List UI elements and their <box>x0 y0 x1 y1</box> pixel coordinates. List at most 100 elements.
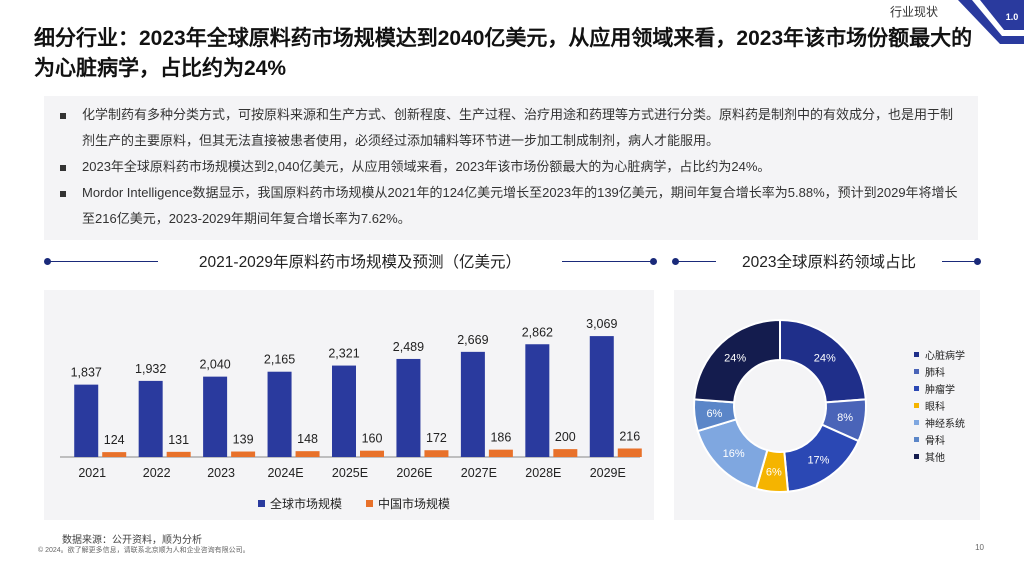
title-dot <box>974 258 981 265</box>
title-dot <box>672 258 679 265</box>
legend-label: 心脏病学 <box>925 351 965 362</box>
bullet-marker <box>60 165 66 171</box>
x-tick-label: 2025E <box>332 466 368 480</box>
legend-item: 骨科 <box>914 431 965 448</box>
legend-swatch-china <box>366 500 373 507</box>
bar-legend: 全球市场规模 中国市场规模 <box>258 496 450 511</box>
legend-swatch <box>914 420 919 425</box>
bar-china <box>424 450 449 457</box>
legend-swatch <box>914 403 919 408</box>
pie-chart-panel: 24% 8% 17% 6% 16% 6% 24% 心脏病学 肺科 肿瘤学 眼科 神经系统 骨科 其他 <box>674 290 980 520</box>
title-line <box>48 261 158 262</box>
legend-label: 神经系统 <box>925 419 965 430</box>
legend-item: 眼科 <box>914 397 965 414</box>
bullet-item: 2023年全球原料药市场规模达到2,040亿美元，从应用领域来看，2023年该市… <box>60 154 962 180</box>
bar-china <box>166 451 191 457</box>
x-tick-label: 2024E <box>267 466 303 480</box>
x-tick-label: 2021 <box>78 466 106 480</box>
title-dot <box>44 258 51 265</box>
copyright: © 2024。欲了解更多信息，请联系北京顺为人和企业咨询有限公司。 <box>38 547 250 554</box>
slice-label: 17% <box>807 455 829 467</box>
bar-global <box>203 376 228 457</box>
bar-china <box>231 451 256 457</box>
bar-global <box>267 371 292 457</box>
bar-value-label-china: 139 <box>233 433 254 447</box>
x-tick-label: 2022 <box>143 466 171 480</box>
legend-label-global: 全球市场规模 <box>270 496 342 511</box>
legend-label: 其他 <box>925 453 945 464</box>
bar-global <box>74 384 99 457</box>
legend-item: 心脏病学 <box>914 346 965 363</box>
bar-value-label-china: 124 <box>104 433 125 447</box>
bar-value-label-china: 131 <box>168 433 189 447</box>
bullet-text: Mordor Intelligence数据显示，我国原料药市场规模从2021年的… <box>82 185 958 226</box>
bullet-marker <box>60 191 66 197</box>
donut-chart: 24% 8% 17% 6% 16% 6% 24% <box>693 318 867 493</box>
legend-label: 肿瘤学 <box>925 385 955 396</box>
version-badge: 1.0 <box>1006 12 1019 22</box>
bar-global <box>138 380 163 457</box>
legend-swatch <box>914 454 919 459</box>
legend-label: 肺科 <box>925 368 945 379</box>
bar-global <box>589 336 614 457</box>
page-title: 细分行业：2023年全球原料药市场规模达到2040亿美元，从应用领域来看，202… <box>34 27 973 80</box>
slice-label: 24% <box>724 353 746 365</box>
bar-global <box>460 351 485 457</box>
bar-value-label-global: 2,040 <box>199 358 230 372</box>
legend-label: 骨科 <box>925 436 945 447</box>
legend-swatch <box>914 369 919 374</box>
slice-label: 6% <box>706 408 722 420</box>
bullet-text: 2023年全球原料药市场规模达到2,040亿美元，从应用领域来看，2023年该市… <box>82 159 771 174</box>
legend-label: 眼科 <box>925 402 945 413</box>
bar-value-label-global: 2,321 <box>328 347 359 361</box>
legend-swatch-global <box>258 500 265 507</box>
x-tick-label: 2028E <box>525 466 561 480</box>
bar-global <box>332 365 356 457</box>
bar-value-label-global: 2,862 <box>522 325 553 339</box>
donut-slice <box>693 318 781 404</box>
bar-value-label-china: 172 <box>426 431 447 445</box>
bar-chart-title: 2021-2029年原料药市场规模及预测（亿美元） <box>198 254 522 271</box>
x-tick-label: 2029E <box>590 466 626 480</box>
bar-value-label-china: 160 <box>362 432 383 446</box>
legend-swatch <box>914 352 919 357</box>
page-number: 10 <box>975 543 984 552</box>
bullet-marker <box>60 113 66 119</box>
bar-global <box>525 344 550 457</box>
x-tick-label: 2026E <box>396 466 432 480</box>
legend-item: 肿瘤学 <box>914 380 965 397</box>
bullet-item: Mordor Intelligence数据显示，我国原料药市场规模从2021年的… <box>60 180 962 232</box>
legend-item: 肺科 <box>914 363 965 380</box>
bar-value-label-global: 2,669 <box>457 333 488 347</box>
bullet-item: 化学制药有多种分类方式，可按原料来源和生产方式、创新程度、生产过程、治疗用途和药… <box>60 102 962 154</box>
slice-label: 16% <box>723 448 745 460</box>
bar-china <box>488 449 513 457</box>
pie-legend: 心脏病学肺科肿瘤学眼科神经系统骨科其他 <box>914 346 965 465</box>
title-line <box>562 261 652 262</box>
bar-chart-panel: 1,837 124 2021 1,932 131 2022 2,040 139 2023 2,16… <box>44 290 654 520</box>
bar-global <box>396 358 421 457</box>
x-tick-label: 2023 <box>207 466 235 480</box>
legend-swatch <box>914 386 919 391</box>
legend-swatch <box>914 437 919 442</box>
bar-value-label-china: 186 <box>490 431 511 445</box>
bar-china <box>295 451 320 457</box>
x-tick-label: 2027E <box>461 466 497 480</box>
bar-value-label-global: 1,837 <box>71 366 102 380</box>
bar-china <box>360 450 384 457</box>
bar-china <box>617 448 642 457</box>
legend-item: 神经系统 <box>914 414 965 431</box>
bar-value-label-global: 3,069 <box>586 317 617 331</box>
bar-value-label-china: 148 <box>297 432 318 446</box>
legend-item: 其他 <box>914 448 965 465</box>
bar-chart: 1,837 124 2021 1,932 131 2022 2,040 139 2023 2,16… <box>60 317 642 511</box>
bar-value-label-global: 1,932 <box>135 362 166 376</box>
pie-chart-title: 2023全球原料药领域占比 <box>742 254 916 271</box>
title-dot <box>650 258 657 265</box>
data-source: 数据来源：公开资料，顺为分析 <box>62 535 202 546</box>
title-line <box>676 261 716 262</box>
section-tag: 行业现状 <box>889 5 938 19</box>
bar-value-label-global: 2,489 <box>393 340 424 354</box>
slice-label: 8% <box>837 412 853 424</box>
slice-label: 24% <box>814 353 836 365</box>
